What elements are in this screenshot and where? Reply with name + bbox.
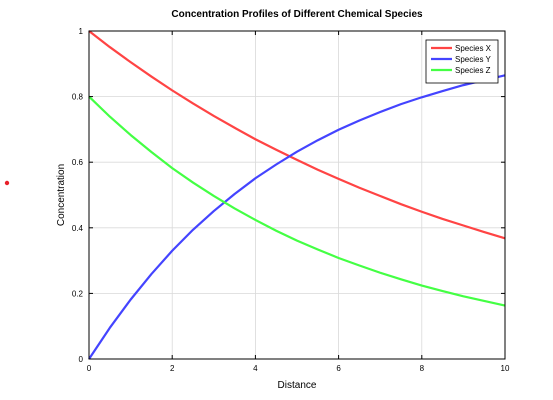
series-line-species-x [88,30,506,240]
series-lines [88,30,506,360]
legend-label-species-x: Species X [455,44,492,53]
chart-title: Concentration Profiles of Different Chem… [171,9,423,20]
y-axis-label: Concentration [56,164,67,226]
x-tick-label: 2 [170,364,175,373]
y-tick-label: 0 [79,355,84,364]
y-tick-label: 0.6 [72,158,84,167]
x-tick-label: 10 [501,364,510,373]
legend: Species X Species Y Species Z [425,39,499,84]
y-tick-label: 1 [79,27,84,36]
series-line-species-y [88,74,506,360]
x-axis-label: Distance [278,380,317,391]
legend-label-species-z: Species Z [455,66,491,75]
plot-frame [88,30,506,360]
x-tick-label: 0 [87,364,92,373]
y-tick-label: 0.8 [72,93,84,102]
x-tick-label: 4 [253,364,258,373]
x-tick-label: 8 [420,364,425,373]
axis-ticks: 0 2 4 6 8 10 0 0.2 0.4 0.6 0.8 1 [72,27,510,373]
legend-label-species-y: Species Y [455,55,492,64]
y-tick-label: 0.2 [72,289,84,298]
series-line-species-z [88,95,506,307]
y-tick-label: 0.4 [72,224,84,233]
x-tick-label: 6 [336,364,341,373]
red-dot-marker [4,180,10,186]
